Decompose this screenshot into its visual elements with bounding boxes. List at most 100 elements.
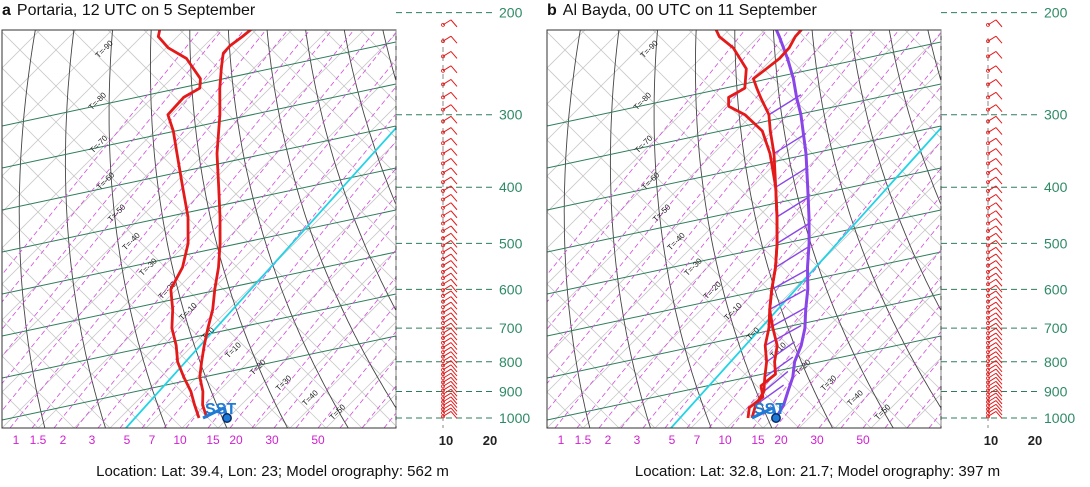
mixing-ratio-tick: 3 bbox=[89, 433, 96, 447]
wind-barb-dot bbox=[441, 263, 445, 268]
wind-barb-dot bbox=[441, 331, 445, 336]
wind-barb-flag bbox=[995, 351, 1003, 360]
wind-barb-dot bbox=[441, 388, 445, 393]
wind-barb-flag bbox=[450, 346, 458, 355]
wind-barb-dot bbox=[441, 151, 445, 156]
wind-barb-flag bbox=[450, 104, 458, 112]
wind-barb-dot bbox=[986, 392, 990, 397]
wind-barb-flag bbox=[450, 127, 458, 135]
wind-barb-flag bbox=[450, 377, 458, 385]
wind-barb-flag bbox=[995, 185, 1003, 194]
grid-line bbox=[2, 175, 255, 428]
wind-barb-flag bbox=[995, 116, 1003, 124]
mixing-ratio-tick: 20 bbox=[229, 433, 243, 447]
grid-line bbox=[616, 30, 941, 355]
wind-barb-dot bbox=[986, 380, 990, 385]
dry-adiabat bbox=[227, 30, 349, 428]
wind-barb-flag bbox=[450, 65, 458, 74]
panel-a: a Portaria, 12 UTC on 5 September T=-90 T=… bbox=[1, 2, 545, 480]
pressure-level-label: 1000 bbox=[1044, 410, 1075, 426]
wind-barb-flag bbox=[450, 317, 458, 326]
cape-hatch-line bbox=[775, 246, 808, 269]
mixing-ratio-line bbox=[450, 20, 545, 428]
wind-barb-flag bbox=[995, 322, 1003, 331]
wind-barb-flag bbox=[450, 407, 458, 416]
isotherm-label: T=40 bbox=[845, 388, 865, 408]
pressure-level-label: 300 bbox=[499, 107, 523, 123]
grid-line bbox=[547, 319, 656, 428]
wind-barb-flag bbox=[450, 312, 458, 321]
wind-barb-flag bbox=[450, 240, 458, 248]
wind-barb-dot bbox=[986, 326, 990, 331]
wind-barb-dot bbox=[986, 151, 990, 156]
wind-barb-dot bbox=[441, 367, 445, 372]
grid-line bbox=[410, 8, 545, 428]
mixing-ratio-tick: 7 bbox=[694, 433, 701, 447]
grid-line bbox=[2, 30, 149, 177]
grid-line bbox=[991, 8, 1090, 428]
wind-barb-flag bbox=[995, 218, 1003, 226]
cape-hatch-line bbox=[776, 196, 810, 218]
wind-barb-dot bbox=[441, 305, 445, 310]
wind-barb-flag bbox=[450, 158, 458, 166]
wind-barb-dot bbox=[441, 294, 445, 298]
mixing-ratio-tick: 5 bbox=[124, 433, 131, 447]
wind-barb-dot bbox=[441, 161, 445, 166]
pressure-level-label: 600 bbox=[499, 281, 523, 297]
grid-line bbox=[2, 355, 75, 428]
grid-line bbox=[323, 30, 396, 103]
wind-barb-flag bbox=[450, 92, 458, 100]
dry-adiabat bbox=[888, 30, 941, 206]
wind-barb-flag bbox=[450, 322, 458, 331]
wind-barb-flag bbox=[995, 137, 1003, 146]
grid-line bbox=[2, 30, 113, 141]
wind-axis-tick: 10 bbox=[439, 433, 453, 448]
grid-line bbox=[2, 103, 327, 428]
grid-line bbox=[2, 211, 219, 428]
wind-barb-flag bbox=[995, 225, 1003, 234]
grid-line bbox=[547, 30, 694, 177]
grid-line bbox=[73, 105, 396, 428]
mixing-ratio-line bbox=[2, 30, 201, 276]
wind-barb-flag bbox=[995, 35, 1003, 44]
wind-barb-dot bbox=[986, 270, 990, 274]
wind-barb-dot bbox=[441, 392, 445, 397]
grid-line bbox=[547, 247, 728, 428]
wind-barb-flag bbox=[450, 337, 458, 346]
moist-adiabat bbox=[2, 83, 396, 169]
dry-adiabat bbox=[959, 0, 1090, 430]
wind-barb-dot bbox=[441, 399, 445, 404]
wind-barb-flag bbox=[995, 79, 1003, 87]
grid-line bbox=[547, 30, 838, 321]
wind-barb-dot bbox=[441, 336, 445, 340]
wind-barb-flag bbox=[995, 312, 1003, 321]
sst-marker bbox=[771, 413, 781, 423]
wind-barb-flag bbox=[995, 342, 1003, 350]
wind-barb-dot bbox=[986, 257, 990, 261]
wind-barb-flag bbox=[450, 396, 458, 405]
plot-area: T=-90T=-80T=-70T=-60T=-50T=-40T=-30T=-20… bbox=[547, 0, 1090, 430]
wind-barb-flag bbox=[995, 317, 1003, 326]
dry-adiabat bbox=[609, 30, 651, 428]
wind-barb-dot bbox=[986, 305, 990, 310]
wind-barbs bbox=[441, 19, 458, 419]
mixing-ratio-tick: 30 bbox=[810, 433, 824, 447]
wind-barb-flag bbox=[995, 396, 1003, 405]
grid-line bbox=[547, 30, 874, 357]
grid-line bbox=[724, 30, 941, 247]
temperature-profile bbox=[198, 30, 253, 419]
wind-axis-tick: 20 bbox=[1028, 433, 1042, 448]
pressure-level-label: 200 bbox=[1044, 5, 1068, 21]
grid-line bbox=[2, 247, 183, 428]
isotherm-label: T=-10 bbox=[177, 301, 199, 323]
mixing-ratio-tick: 50 bbox=[311, 433, 325, 447]
wind-barb-flag bbox=[450, 327, 458, 336]
wind-barb-flag bbox=[995, 158, 1003, 166]
wind-barb-flag bbox=[995, 368, 1003, 377]
wind-barb-flag bbox=[450, 266, 458, 275]
wind-barb-flag bbox=[995, 240, 1003, 248]
isotherm-label: T=-50 bbox=[106, 202, 128, 224]
cape-hatch-line bbox=[773, 132, 807, 155]
grid-line bbox=[547, 30, 910, 393]
pressure-level-label: 500 bbox=[1044, 235, 1068, 251]
